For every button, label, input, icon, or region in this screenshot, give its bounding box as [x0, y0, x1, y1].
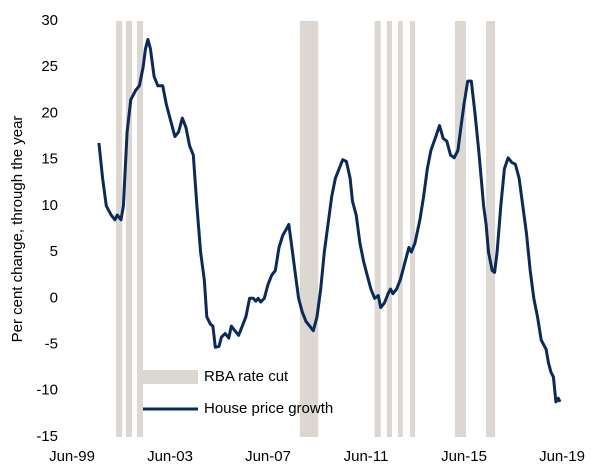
x-tick-label: Jun-15: [441, 448, 487, 465]
y-tick-label: 20: [41, 104, 58, 121]
legend-label: House price growth: [204, 400, 333, 417]
legend-label: RBA rate cut: [204, 368, 289, 385]
rate-cut-band: [136, 21, 144, 437]
series-line: [97, 38, 562, 404]
rate-cut-band: [299, 21, 319, 437]
y-tick-label: 0: [50, 289, 58, 306]
x-tick-label: Jun-11: [344, 448, 389, 465]
y-tick-label: 5: [50, 243, 58, 260]
x-tick-label: Jun-03: [147, 448, 193, 465]
y-tick-label: 10: [41, 197, 58, 214]
legend-swatch: [143, 370, 198, 384]
rate-cut-band: [486, 21, 496, 437]
x-tick-label: Jun-07: [245, 448, 291, 465]
rate-cut-band: [116, 21, 123, 437]
y-tick-label: 30: [41, 12, 58, 29]
rate-cut-band: [410, 21, 415, 437]
y-tick-label: -15: [36, 428, 58, 445]
rate-cut-band: [125, 21, 133, 437]
rate-cut-band: [374, 21, 381, 437]
y-tick-label: -5: [45, 336, 58, 353]
rate-cut-band: [386, 21, 392, 437]
x-tick-label: Jun-19: [539, 448, 585, 465]
rate-cut-band: [397, 21, 403, 437]
x-tick-label: Jun-99: [49, 448, 95, 465]
y-tick-label: 25: [41, 58, 58, 75]
y-tick-label: -10: [36, 382, 58, 399]
y-axis-label: Per cent change, through the year: [9, 116, 26, 343]
y-tick-label: 15: [41, 151, 58, 168]
rate-cut-band: [454, 21, 466, 437]
